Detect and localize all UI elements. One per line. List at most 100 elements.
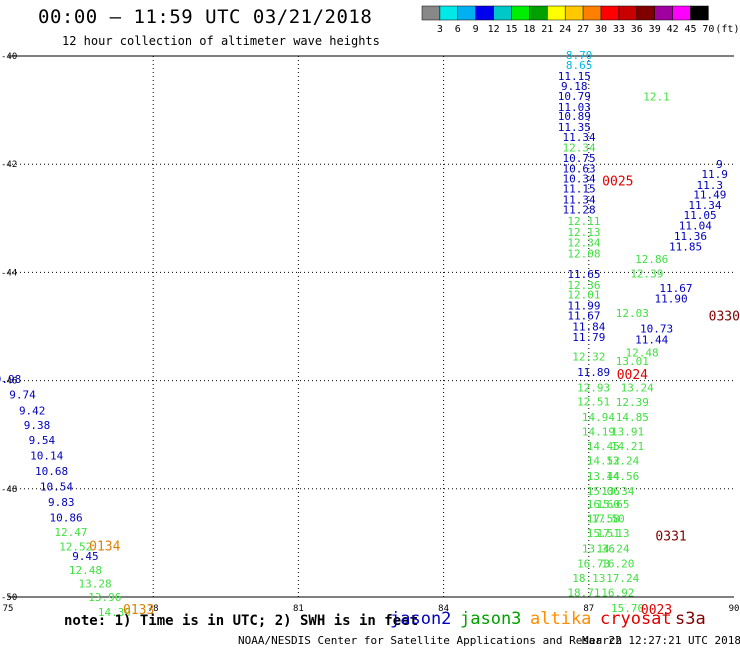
page-subtitle: 12 hour collection of altimeter wave hei… (62, 34, 380, 48)
colorbar-swatch (582, 5, 602, 21)
wave-height-label-jason2: 11.49 (693, 188, 726, 201)
y-tick-label: -50 (1, 593, 17, 603)
wave-height-label-jason2: 11.15 (558, 70, 591, 83)
wave-height-label-jason3: 12.1 (643, 91, 670, 104)
wave-height-label-jason3: 14.21 (611, 440, 644, 453)
data-labels: 9.98 9.74 9.42 9.38 9.54 10.14 10.68 10.54 9.83 1… (0, 49, 728, 619)
legend-cryosat: cryosat (600, 609, 672, 629)
wave-height-label-jason2: 10.14 (30, 449, 63, 462)
wave-height-label-jason2: 10.34 (563, 172, 596, 185)
wave-height-label-jason3: 13.28 (79, 577, 112, 590)
x-tick-label: 78 (148, 604, 159, 614)
colorbar-swatch (457, 5, 476, 21)
wave-height-label-jason3: 13.24 (621, 382, 654, 395)
colorbar-swatch (439, 5, 459, 21)
wave-height-label-jason2: 9.83 (48, 496, 75, 509)
wave-height-label-jason2: 9.54 (29, 434, 56, 447)
wave-height-label-jason2: 11.9 (701, 168, 728, 181)
colorbar-swatch (636, 5, 655, 21)
wave-height-label-jason2: 11.28 (563, 204, 596, 217)
pass-time-label: 0331 (655, 529, 686, 544)
wave-height-label-jason3: 15.51 (587, 527, 620, 540)
wave-height-label-jason2: 10.89 (558, 110, 591, 123)
colorbar-swatch (618, 5, 638, 21)
colorbar-label: 3 (437, 24, 443, 35)
wave-height-label-jason2: 9.74 (9, 389, 36, 402)
wave-height-label-jason3: 14.52 (587, 455, 620, 468)
wave-height-label-jason3: 12.01 (567, 289, 600, 302)
wave-height-label-jason2: 11.35 (558, 121, 591, 134)
colorbar-swatch (493, 5, 512, 21)
wave-height-label-jason3: 14.45 (587, 440, 620, 453)
wave-height-label-jason3: 12.48 (625, 346, 658, 359)
y-tick-label: -44 (1, 268, 17, 278)
x-tick-label: 75 (3, 604, 14, 614)
wave-height-label-jason2: 9.98 (0, 373, 21, 386)
legend-jason3: jason3 (460, 609, 522, 629)
wave-height-label-jason3: 13.91 (611, 425, 644, 438)
wave-height-label-jason2: 11.67 (659, 282, 692, 295)
wave-height-label-jason3: 14.19 (582, 425, 615, 438)
colorbar-label: 6 (455, 24, 461, 35)
wave-height-label-jason3: 17.24 (606, 572, 639, 585)
wave-height-label-jason3: 17.13 (596, 527, 629, 540)
wave-height-label-jason3: 12.36 (567, 279, 600, 292)
wave-height-label-jason3: 15.70 (611, 602, 644, 615)
wave-height-label-jason3: 14.85 (616, 411, 649, 424)
colorbar-label: 70 (702, 24, 714, 35)
grid-lines (8, 56, 734, 597)
x-tick-label: 81 (293, 604, 304, 614)
colorbar-label: 21 (541, 24, 553, 35)
wave-height-label-jason3: 12.13 (567, 226, 600, 239)
footer-note: note: 1) Time is in UTC; 2) SWH is in fe… (64, 613, 419, 629)
colorbar-swatch (600, 5, 620, 21)
wave-height-label-jason2: 10.75 (563, 152, 596, 165)
colorbar-label: 45 (684, 24, 696, 35)
wave-height-label-jason2: 11.79 (572, 331, 605, 344)
colorbar-label: 30 (595, 24, 607, 35)
wave-height-label-jason2: 11.15 (563, 183, 596, 196)
wave-height-label-jason2: 11.65 (567, 268, 600, 281)
wave-height-label-jason2: 9.38 (24, 419, 51, 432)
axis-ticks: 75 78 81 84 87 90 -40 -42 -44 -46 -48 -50 (1, 52, 739, 614)
wave-height-label-jason2: 11.85 (669, 240, 702, 253)
wave-height-label-jason2: 10.63 (563, 163, 596, 176)
wave-height-label-jason2: 10.73 (640, 323, 673, 336)
colorbar-swatch (564, 5, 584, 21)
colorbar-label: 27 (577, 24, 589, 35)
colorbar-swatch (547, 5, 566, 21)
colorbar-label: 18 (523, 24, 535, 35)
plot-frame (8, 55, 734, 598)
wave-height-label-jason3: 17.50 (592, 513, 625, 526)
colorbar-swatch (421, 5, 441, 21)
wave-height-label-jason2: 9 (716, 158, 723, 171)
wave-height-label-jason3: 16.20 (601, 557, 634, 570)
wave-height-label-jason2: 11.34 (688, 199, 721, 212)
colorbar-label: 9 (473, 24, 479, 35)
legend-altika: altika (530, 609, 592, 629)
legend-jason2: jason2 (390, 609, 452, 629)
colorbar-label: 39 (649, 24, 661, 35)
colorbar-label: 33 (613, 24, 625, 35)
wave-height-label-jason3: 13.34 (601, 485, 634, 498)
wave-height-label-jason3: 12.08 (567, 247, 600, 260)
color-scale-bar: 3 6 9 12 15 18 21 24 27 30 33 36 39 42 45 70 (ft) (421, 5, 739, 35)
wave-height-label-jason2: 10.68 (35, 465, 68, 478)
wave-height-label-jason2: 11.34 (563, 131, 596, 144)
pass-time-label: 0023 (641, 603, 672, 618)
wave-height-label-jason2: 11.03 (558, 101, 591, 114)
wave-height-label-jason2: 9.45 (72, 550, 99, 563)
wave-height-label-jason3: 14.39 (98, 606, 131, 619)
wave-height-label-jason3: 16.73 (577, 557, 610, 570)
page-title: 00:00 – 11:59 UTC 03/21/2018 (38, 6, 373, 28)
wave-height-label-jason3: 14.24 (596, 542, 629, 555)
credit-line: NOAA/NESDIS Center for Satellite Applica… (238, 634, 623, 647)
wave-height-label-jason3: 15.65 (596, 498, 629, 511)
y-tick-label: -46 (1, 377, 17, 387)
wave-height-label-jason2: 9.42 (19, 404, 46, 417)
wave-height-label-jason3: 12.48 (69, 564, 102, 577)
wave-height-label-jason2: 11.36 (674, 230, 707, 243)
colorbar-swatch (511, 5, 530, 21)
colorbar-label: 24 (559, 24, 571, 35)
wave-height-label-jason3: 12.52 (59, 541, 92, 554)
